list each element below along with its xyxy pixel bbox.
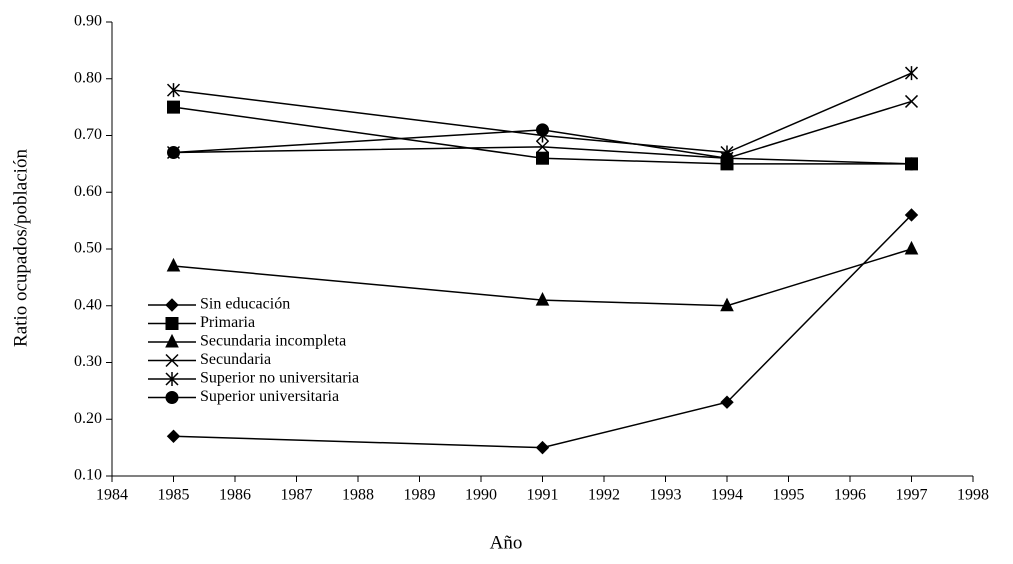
x-tick-label: 1998: [957, 487, 989, 504]
x-tick-label: 1993: [650, 487, 682, 504]
marker-diamond: [165, 298, 179, 312]
x-tick-label: 1989: [404, 487, 436, 504]
series-line: [173, 106, 912, 165]
marker-triangle: [165, 333, 179, 348]
legend-label: Secundaria incompleta: [200, 333, 346, 350]
x-tick-label: 1995: [773, 487, 805, 504]
marker-triangle: [904, 240, 919, 255]
y-axis-label: Ratio ocupados/población: [10, 149, 31, 347]
x-tick-label: 1984: [96, 487, 128, 504]
y-tick-label: 0.70: [74, 126, 102, 143]
marker-diamond: [720, 395, 734, 409]
marker-circle: [905, 157, 918, 171]
marker-circle: [167, 146, 180, 160]
y-tick-label: 0.30: [74, 353, 102, 370]
x-axis-label: Año: [490, 532, 523, 553]
x-tick-label: 1992: [588, 487, 620, 504]
y-tick-label: 0.10: [74, 467, 102, 484]
x-tick-label: 1988: [342, 487, 374, 504]
legend-label: Superior universitaria: [200, 388, 339, 405]
marker-x: [165, 353, 179, 368]
series-line: [173, 248, 912, 307]
x-tick-label: 1985: [158, 487, 190, 504]
marker-square: [536, 151, 549, 165]
marker-diamond: [904, 208, 919, 222]
series-line: [173, 214, 913, 449]
y-tick-label: 0.50: [74, 240, 102, 257]
marker-triangle: [166, 257, 181, 272]
legend-label: Secundaria: [200, 351, 271, 368]
marker-triangle: [535, 291, 550, 306]
marker-circle: [720, 151, 734, 165]
legend-label: Primaria: [200, 314, 255, 331]
series-line: [173, 129, 912, 165]
legend-label: Superior no universitaria: [200, 370, 359, 387]
marker-asterisk: [165, 372, 179, 386]
x-tick-label: 1996: [834, 487, 866, 504]
y-tick-label: 0.80: [74, 69, 102, 86]
x-tick-label: 1986: [219, 487, 251, 504]
x-tick-label: 1994: [711, 487, 743, 504]
x-tick-label: 1987: [281, 487, 313, 504]
y-tick-label: 0.40: [74, 296, 102, 313]
y-tick-label: 0.20: [74, 410, 102, 427]
legend-label: Sin educación: [200, 296, 290, 313]
y-tick-label: 0.60: [74, 183, 102, 200]
x-tick-label: 1997: [896, 487, 928, 504]
marker-x: [904, 94, 919, 108]
marker-circle: [165, 391, 179, 404]
y-tick-label: 0.90: [74, 13, 102, 30]
series-line: [173, 100, 912, 159]
marker-diamond: [535, 440, 550, 455]
x-tick-label: 1990: [465, 487, 497, 504]
marker-diamond: [166, 429, 181, 443]
marker-triangle: [720, 297, 734, 312]
marker-x: [535, 140, 550, 154]
marker-square: [165, 317, 179, 330]
marker-asterisk: [904, 66, 919, 81]
marker-square: [167, 100, 180, 114]
x-tick-label: 1991: [527, 487, 559, 504]
marker-circle: [536, 123, 549, 137]
marker-asterisk: [166, 83, 181, 98]
